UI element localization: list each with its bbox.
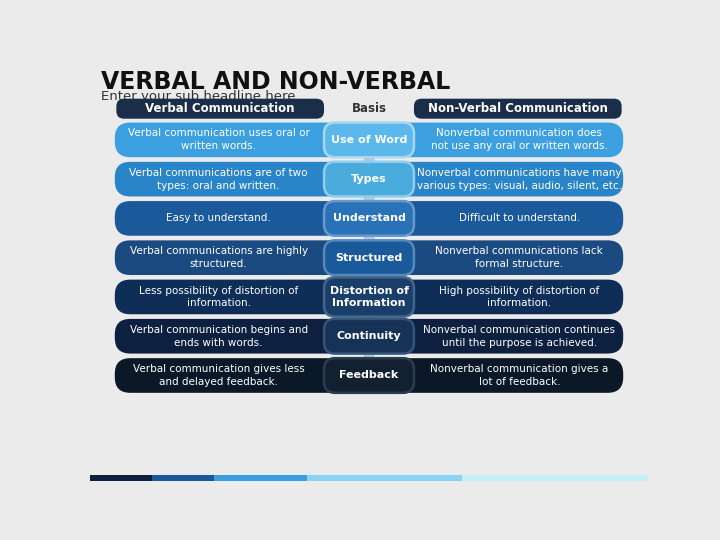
Text: Difficult to understand.: Difficult to understand.: [459, 213, 580, 224]
Text: Verbal Communication: Verbal Communication: [145, 102, 295, 115]
Bar: [462, 475, 648, 481]
Text: VERBAL AND NON-VERBAL: VERBAL AND NON-VERBAL: [101, 70, 450, 94]
Text: Non-Verbal Communication: Non-Verbal Communication: [428, 102, 608, 115]
FancyBboxPatch shape: [114, 201, 367, 236]
Text: Verbal communications are of two
types: oral and written.: Verbal communications are of two types: …: [130, 168, 308, 191]
FancyBboxPatch shape: [324, 319, 414, 354]
Text: Enter your sub headline here: Enter your sub headline here: [101, 90, 295, 103]
FancyBboxPatch shape: [371, 319, 624, 354]
Text: Verbal communication gives less
and delayed feedback.: Verbal communication gives less and dela…: [132, 364, 305, 387]
Text: Distortion of
Information: Distortion of Information: [330, 286, 408, 308]
Text: Nonverbal communication does
not use any oral or written words.: Nonverbal communication does not use any…: [431, 129, 608, 151]
Bar: [90, 475, 152, 481]
FancyBboxPatch shape: [324, 278, 414, 316]
FancyBboxPatch shape: [371, 201, 624, 236]
FancyBboxPatch shape: [324, 201, 414, 236]
Text: Continuity: Continuity: [337, 331, 401, 341]
FancyBboxPatch shape: [114, 358, 367, 393]
Text: Understand: Understand: [333, 213, 405, 224]
FancyBboxPatch shape: [414, 99, 621, 119]
Text: Types: Types: [351, 174, 387, 184]
Text: Feedback: Feedback: [339, 370, 399, 381]
Text: Verbal communication begins and
ends with words.: Verbal communication begins and ends wit…: [130, 325, 307, 348]
Text: Verbal communications are highly
structured.: Verbal communications are highly structu…: [130, 246, 307, 269]
FancyBboxPatch shape: [114, 280, 367, 314]
Text: Nonverbal communications lack
formal structure.: Nonverbal communications lack formal str…: [436, 246, 603, 269]
FancyBboxPatch shape: [324, 358, 414, 393]
FancyBboxPatch shape: [114, 162, 367, 197]
Text: Basis: Basis: [351, 102, 387, 115]
FancyBboxPatch shape: [364, 353, 374, 359]
FancyBboxPatch shape: [371, 358, 624, 393]
FancyBboxPatch shape: [371, 240, 624, 275]
FancyBboxPatch shape: [114, 123, 367, 157]
Text: Easy to understand.: Easy to understand.: [166, 213, 271, 224]
FancyBboxPatch shape: [117, 99, 324, 119]
FancyBboxPatch shape: [324, 123, 414, 157]
FancyBboxPatch shape: [371, 123, 624, 157]
FancyBboxPatch shape: [364, 157, 374, 163]
Text: Nonverbal communication gives a
lot of feedback.: Nonverbal communication gives a lot of f…: [431, 364, 608, 387]
Text: Structured: Structured: [336, 253, 402, 262]
FancyBboxPatch shape: [364, 235, 374, 241]
FancyBboxPatch shape: [114, 319, 367, 354]
Bar: [214, 475, 307, 481]
FancyBboxPatch shape: [371, 162, 624, 197]
Text: Verbal communication uses oral or
written words.: Verbal communication uses oral or writte…: [127, 129, 310, 151]
Text: Nonverbal communication continues
until the purpose is achieved.: Nonverbal communication continues until …: [423, 325, 616, 348]
FancyBboxPatch shape: [324, 162, 414, 197]
Text: High possibility of distortion of
information.: High possibility of distortion of inform…: [439, 286, 600, 308]
Bar: [152, 475, 214, 481]
Bar: [307, 475, 462, 481]
FancyBboxPatch shape: [364, 274, 374, 280]
Text: Nonverbal communications have many
various types: visual, audio, silent, etc.: Nonverbal communications have many vario…: [417, 168, 622, 191]
FancyBboxPatch shape: [364, 314, 374, 320]
Text: Use of Word: Use of Word: [330, 135, 408, 145]
FancyBboxPatch shape: [371, 280, 624, 314]
Text: Less possibility of distortion of
information.: Less possibility of distortion of inform…: [139, 286, 298, 308]
FancyBboxPatch shape: [364, 195, 374, 202]
FancyBboxPatch shape: [324, 240, 414, 275]
FancyBboxPatch shape: [114, 240, 367, 275]
